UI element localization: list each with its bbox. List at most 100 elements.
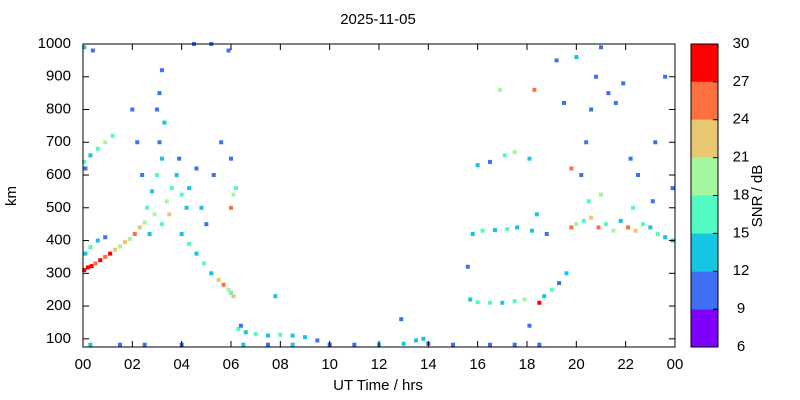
colorbar-segment xyxy=(691,195,718,234)
data-cell xyxy=(150,189,155,194)
data-cell xyxy=(500,300,505,305)
data-cell xyxy=(145,205,150,210)
y-tick-label: 400 xyxy=(46,232,71,249)
data-cell xyxy=(194,251,199,256)
data-cell xyxy=(451,342,455,347)
data-cell xyxy=(315,338,320,343)
colorbar-tick-label: 27 xyxy=(733,73,750,90)
data-cell xyxy=(167,212,172,217)
data-cell xyxy=(290,333,295,338)
data-cell xyxy=(594,74,599,79)
colorbar-tick-label: 12 xyxy=(733,262,750,279)
data-cell xyxy=(147,231,152,236)
data-cell xyxy=(231,192,236,197)
data-cell xyxy=(164,199,169,204)
colorbar-segment xyxy=(691,119,718,158)
data-cell xyxy=(655,231,660,236)
colorbar-segment xyxy=(691,271,718,310)
data-cell xyxy=(599,45,603,50)
data-cell xyxy=(488,300,492,305)
x-tick-label: 06 xyxy=(223,356,240,373)
colorbar-label: SNR / dB xyxy=(749,165,766,228)
data-cell xyxy=(229,156,233,161)
data-cell xyxy=(118,244,122,249)
data-cell xyxy=(470,231,475,236)
data-cell xyxy=(633,228,638,233)
data-cell xyxy=(589,215,594,220)
y-tick-label: 300 xyxy=(46,264,71,281)
data-cell xyxy=(238,323,243,328)
data-cell xyxy=(562,100,566,105)
y-axis-label: km xyxy=(3,186,20,206)
data-cell xyxy=(613,100,618,105)
colorbar-segment xyxy=(691,81,718,120)
data-cell xyxy=(554,58,559,63)
data-cell xyxy=(211,173,216,178)
data-cell xyxy=(157,140,162,145)
data-cell xyxy=(233,186,238,191)
data-cell xyxy=(278,332,283,337)
data-cell xyxy=(95,146,100,151)
data-cell xyxy=(187,241,192,246)
data-cell xyxy=(194,166,199,171)
data-cell xyxy=(497,87,502,92)
data-cell xyxy=(650,199,655,204)
data-cell xyxy=(113,247,118,252)
colorbar-tick-label: 15 xyxy=(733,224,750,241)
data-cell xyxy=(475,300,480,305)
data-cell xyxy=(266,342,270,347)
data-cell xyxy=(522,297,527,302)
data-cell xyxy=(216,277,221,282)
x-tick-label: 08 xyxy=(272,356,289,373)
data-cell xyxy=(631,205,636,210)
colorbar-tick-label: 6 xyxy=(737,338,745,355)
colorbar-segment xyxy=(691,309,718,347)
x-tick-label: 16 xyxy=(469,356,486,373)
data-cell xyxy=(569,225,574,230)
data-cell xyxy=(266,333,270,338)
data-cell xyxy=(127,236,132,241)
data-cell xyxy=(584,140,589,145)
data-cell xyxy=(512,342,517,347)
data-cell xyxy=(118,342,122,347)
y-tick-label: 600 xyxy=(46,166,71,183)
data-cell xyxy=(515,225,520,230)
colorbar-segment xyxy=(691,44,718,82)
data-cell xyxy=(569,166,574,171)
y-tick-label: 200 xyxy=(46,297,71,314)
data-cell xyxy=(221,282,226,287)
x-axis-label: UT Time / hrs xyxy=(333,377,423,394)
data-cell xyxy=(93,261,98,266)
data-cell xyxy=(564,271,569,276)
data-cell xyxy=(162,120,167,125)
data-cell xyxy=(581,218,586,223)
data-cell xyxy=(663,235,668,240)
y-tick-label: 900 xyxy=(46,68,71,85)
y-tick-label: 700 xyxy=(46,133,71,150)
data-cell xyxy=(586,199,591,204)
data-cell xyxy=(89,264,94,269)
colorbar-segment xyxy=(691,157,718,196)
data-cell xyxy=(574,222,579,227)
y-tick-label: 100 xyxy=(46,330,71,347)
colorbar-segment xyxy=(691,233,718,272)
data-cell xyxy=(626,225,631,230)
data-cell xyxy=(537,300,542,305)
data-cell xyxy=(140,173,145,178)
data-cell xyxy=(177,156,182,161)
data-cell xyxy=(110,133,115,138)
data-cell xyxy=(399,317,404,322)
data-cell xyxy=(527,156,532,161)
data-cell xyxy=(229,205,233,210)
data-cell xyxy=(226,48,231,53)
data-cell xyxy=(290,342,295,347)
data-cell xyxy=(88,342,93,347)
colorbar-tick-label: 9 xyxy=(737,300,745,317)
data-cell xyxy=(421,336,426,341)
data-cell xyxy=(132,231,137,236)
data-cell xyxy=(606,91,611,96)
data-cell xyxy=(103,140,108,145)
x-tick-label: 14 xyxy=(420,356,437,373)
data-cell xyxy=(468,297,473,302)
data-cell xyxy=(648,225,653,230)
